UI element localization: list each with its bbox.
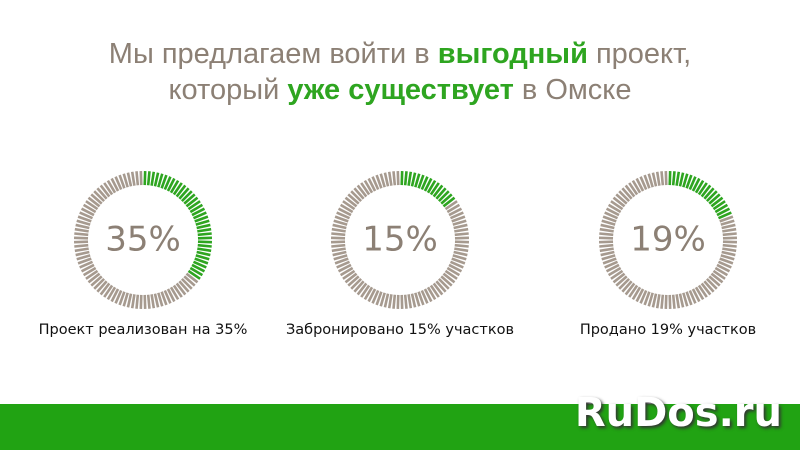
title-text: выгодный [437, 38, 588, 70]
title-text: проект, [587, 38, 692, 70]
title: Мы предлагаем войти в выгодный проект, ко… [0, 36, 800, 108]
watermark: RuDos.ru [574, 390, 782, 436]
title-text: уже существует [287, 74, 514, 106]
title-text: который [168, 74, 288, 106]
ring-fill [400, 170, 456, 208]
ring-fill [668, 170, 732, 220]
title-text: Мы предлагаем войти в [108, 38, 438, 70]
title-text: в Омске [513, 74, 632, 106]
footer-bar [0, 404, 800, 450]
gauge-value: 19% [630, 220, 706, 260]
gauge-caption: Проект реализован на 35% [39, 322, 248, 338]
gauge-caption: Продано 19% участков [580, 322, 756, 338]
gauge-value: 15% [362, 220, 438, 260]
ring-track [598, 170, 738, 310]
gauge-value: 35% [105, 220, 181, 260]
ring-track [73, 170, 199, 310]
ring-track [330, 170, 470, 310]
gauge-caption: Забронировано 15% участков [286, 322, 514, 338]
title-line: Мы предлагаем войти в выгодный проект, [0, 36, 800, 72]
title-line: который уже существует в Омске [0, 72, 800, 108]
ring-fill [143, 170, 213, 280]
